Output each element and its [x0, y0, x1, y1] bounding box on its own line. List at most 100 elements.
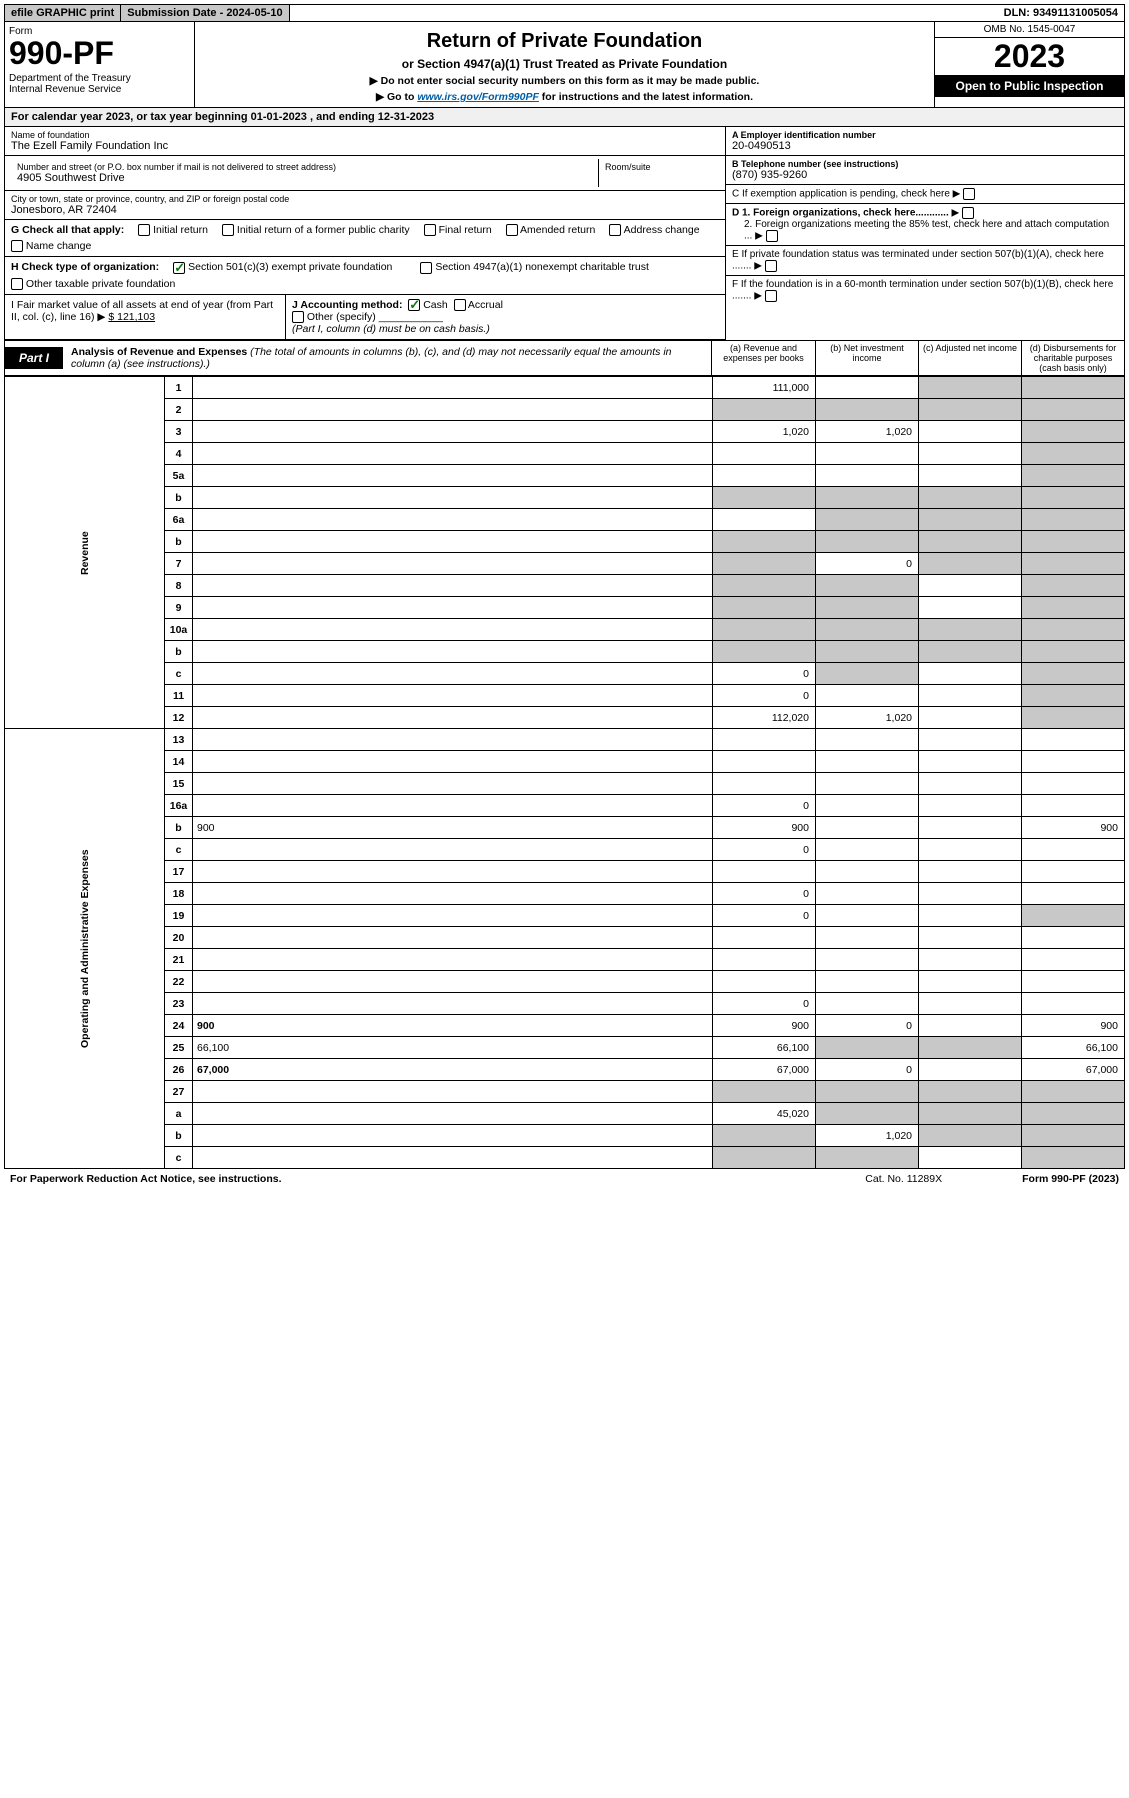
table-row: 6a [5, 509, 1125, 531]
table-row: 21 [5, 949, 1125, 971]
chk-other-method[interactable]: Other (specify) ___________ [292, 311, 443, 323]
e-row: E If private foundation status was termi… [726, 246, 1124, 276]
city-label: City or town, state or province, country… [11, 194, 719, 204]
table-row: 9 [5, 597, 1125, 619]
cat-no: Cat. No. 11289X [865, 1173, 942, 1185]
table-row: b900900900 [5, 817, 1125, 839]
form-ref: Form 990-PF (2023) [1022, 1173, 1119, 1185]
chk-d2[interactable] [766, 230, 778, 242]
j-note: (Part I, column (d) must be on cash basi… [292, 323, 490, 335]
table-row: 15 [5, 773, 1125, 795]
addr-label: Number and street (or P.O. box number if… [17, 162, 592, 172]
table-row: 10a [5, 619, 1125, 641]
chk-501c3[interactable]: Section 501(c)(3) exempt private foundat… [173, 261, 392, 273]
name-label: Name of foundation [11, 130, 719, 140]
footer: For Paperwork Reduction Act Notice, see … [4, 1169, 1125, 1189]
chk-initial-former[interactable]: Initial return of a former public charit… [222, 224, 410, 236]
table-row: 5a [5, 465, 1125, 487]
omb-number: OMB No. 1545-0047 [935, 22, 1124, 38]
form-number: 990-PF [9, 37, 190, 69]
info-block: Name of foundation The Ezell Family Foun… [4, 127, 1125, 341]
col-d-header: (d) Disbursements for charitable purpose… [1021, 341, 1124, 375]
chk-final-return[interactable]: Final return [424, 224, 492, 236]
table-row: a45,020 [5, 1103, 1125, 1125]
city: Jonesboro, AR 72404 [11, 204, 719, 216]
chk-name-change[interactable]: Name change [11, 240, 91, 252]
chk-initial-return[interactable]: Initial return [138, 224, 208, 236]
chk-f[interactable] [765, 290, 777, 302]
table-row: 14 [5, 751, 1125, 773]
table-row: c0 [5, 663, 1125, 685]
table-row: b [5, 641, 1125, 663]
table-row: 4 [5, 443, 1125, 465]
table-row: 16a0 [5, 795, 1125, 817]
chk-cash[interactable]: Cash [408, 299, 447, 311]
table-row: Operating and Administrative Expenses13 [5, 729, 1125, 751]
department: Department of the Treasury Internal Reve… [9, 73, 190, 95]
expenses-section-label: Operating and Administrative Expenses [5, 729, 165, 1169]
table-row: c0 [5, 839, 1125, 861]
h-check-row: H Check type of organization: Section 50… [5, 257, 725, 294]
a-label: A Employer identification number [732, 130, 876, 140]
chk-4947[interactable]: Section 4947(a)(1) nonexempt charitable … [420, 261, 649, 273]
j-label: J Accounting method: [292, 299, 402, 311]
table-row: 12112,0201,020 [5, 707, 1125, 729]
b-label: B Telephone number (see instructions) [732, 159, 898, 169]
revenue-section-label: Revenue [5, 377, 165, 729]
tax-year: 2023 [935, 38, 1124, 75]
ein: 20-0490513 [732, 140, 1118, 152]
table-row: 27 [5, 1081, 1125, 1103]
table-row: b [5, 531, 1125, 553]
part1-label: Part I [5, 347, 63, 369]
chk-e[interactable] [765, 260, 777, 272]
part1-title: Analysis of Revenue and Expenses [71, 346, 247, 358]
note-ssn: ▶ Do not enter social security numbers o… [199, 75, 930, 87]
c-row: C If exemption application is pending, c… [726, 185, 1124, 204]
d-row: D 1. Foreign organizations, check here..… [726, 204, 1124, 246]
col-b-header: (b) Net investment income [815, 341, 918, 375]
table-row: b [5, 487, 1125, 509]
table-row: c [5, 1147, 1125, 1169]
g-check-row: G Check all that apply: Initial return I… [5, 220, 725, 257]
table-row: 31,0201,020 [5, 421, 1125, 443]
form-header: Form 990-PF Department of the Treasury I… [4, 22, 1125, 108]
chk-amended[interactable]: Amended return [506, 224, 596, 236]
phone: (870) 935-9260 [732, 169, 1118, 181]
f-row: F If the foundation is in a 60-month ter… [726, 276, 1124, 305]
foundation-name: The Ezell Family Foundation Inc [11, 140, 719, 152]
table-row: 249009000900 [5, 1015, 1125, 1037]
calendar-year: For calendar year 2023, or tax year begi… [4, 108, 1125, 127]
table-row: b1,020 [5, 1125, 1125, 1147]
form990pf-link[interactable]: www.irs.gov/Form990PF [417, 91, 539, 103]
i-value: $ 121,103 [108, 311, 155, 323]
col-c-header: (c) Adjusted net income [918, 341, 1021, 375]
room-label: Room/suite [605, 162, 713, 172]
chk-address-change[interactable]: Address change [609, 224, 699, 236]
table-row: 70 [5, 553, 1125, 575]
paperwork-notice: For Paperwork Reduction Act Notice, see … [10, 1173, 282, 1185]
table-row: 2566,10066,10066,100 [5, 1037, 1125, 1059]
table-row: 17 [5, 861, 1125, 883]
table-row: 110 [5, 685, 1125, 707]
table-row: Revenue1111,000 [5, 377, 1125, 399]
chk-other-taxable[interactable]: Other taxable private foundation [11, 278, 175, 290]
form-title: Return of Private Foundation [199, 30, 930, 53]
table-row: 2 [5, 399, 1125, 421]
dln: DLN: 93491131005054 [998, 5, 1124, 21]
table-row: 180 [5, 883, 1125, 905]
table-row: 2667,00067,000067,000 [5, 1059, 1125, 1081]
form-subtitle: or Section 4947(a)(1) Trust Treated as P… [199, 57, 930, 71]
submission-date: Submission Date - 2024-05-10 [121, 5, 289, 21]
col-a-header: (a) Revenue and expenses per books [712, 341, 815, 375]
table-row: 20 [5, 927, 1125, 949]
note-link: ▶ Go to www.irs.gov/Form990PF for instru… [199, 91, 930, 103]
chk-accrual[interactable]: Accrual [454, 299, 503, 311]
part1-header: Part I Analysis of Revenue and Expenses … [4, 341, 1125, 376]
chk-c[interactable] [963, 188, 975, 200]
efile-print-button[interactable]: efile GRAPHIC print [5, 5, 121, 21]
address: 4905 Southwest Drive [17, 172, 592, 184]
chk-d1[interactable] [962, 207, 974, 219]
open-to-public: Open to Public Inspection [935, 75, 1124, 97]
table-row: 8 [5, 575, 1125, 597]
top-bar: efile GRAPHIC print Submission Date - 20… [4, 4, 1125, 22]
